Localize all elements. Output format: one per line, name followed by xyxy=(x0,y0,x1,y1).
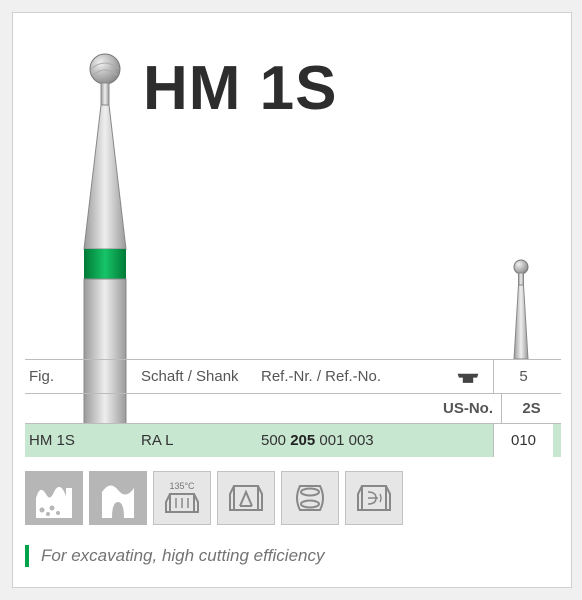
feature-icon-strip: 135°C xyxy=(25,471,403,525)
product-card: HM 1S xyxy=(12,12,572,588)
svg-text:135°C: 135°C xyxy=(169,481,195,491)
val-shank: RA L xyxy=(141,432,261,449)
usno-label: US-No. xyxy=(25,400,501,417)
header-row: Fig. Schaft / Shank Ref.-Nr. / Ref.-No. … xyxy=(25,359,561,393)
ref-post: 001 003 xyxy=(315,432,373,449)
val-fig: HM 1S xyxy=(25,432,141,449)
data-row: HM 1S RA L 500 205 001 003 010 xyxy=(25,423,561,457)
tagline-text: For excavating, high cutting efficiency xyxy=(41,546,324,566)
usno-row: US-No. 2S xyxy=(25,393,561,423)
pack-size: 5 xyxy=(493,360,553,393)
turbine-icon xyxy=(281,471,339,525)
accent-bar xyxy=(25,545,29,567)
ref-bold: 205 xyxy=(290,432,315,449)
col-ref: Ref.-Nr. / Ref.-No. xyxy=(261,368,443,385)
pack-size-icon xyxy=(443,368,493,386)
handpiece-icon xyxy=(217,471,275,525)
excavation-icon xyxy=(25,471,83,525)
small-product-figure xyxy=(506,259,536,359)
val-ref: 500 205 001 003 xyxy=(261,432,443,449)
cutting-icon xyxy=(89,471,147,525)
autoclave-icon: 135°C xyxy=(153,471,211,525)
tagline: For excavating, high cutting efficiency xyxy=(25,545,324,567)
col-fig: Fig. xyxy=(25,368,141,385)
usno-value: 2S xyxy=(501,394,561,423)
spec-table: Fig. Schaft / Shank Ref.-Nr. / Ref.-No. … xyxy=(25,359,561,457)
speed-icon xyxy=(345,471,403,525)
product-title: HM 1S xyxy=(143,53,337,124)
col-shank: Schaft / Shank xyxy=(141,368,261,385)
val-size: 010 xyxy=(493,424,553,457)
ref-pre: 500 xyxy=(261,432,290,449)
